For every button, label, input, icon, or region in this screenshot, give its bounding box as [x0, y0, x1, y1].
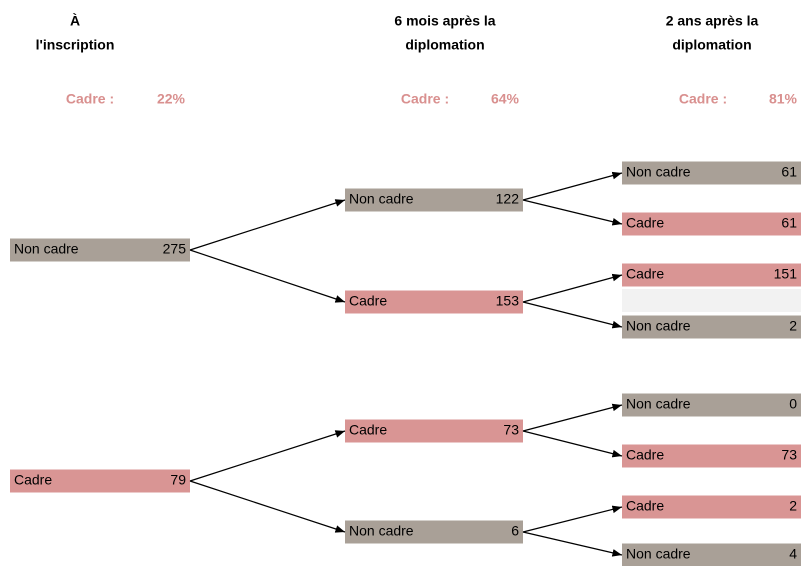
spacer-band	[622, 289, 801, 312]
node-count: 73	[781, 447, 797, 463]
arrow	[522, 199, 623, 226]
node-label: Cadre	[14, 472, 52, 488]
node-count: 0	[789, 396, 797, 412]
node-box	[10, 238, 190, 262]
rate-value: 81%	[769, 91, 798, 107]
node-label: Non cadre	[626, 318, 691, 334]
arrow	[189, 430, 346, 482]
node-box	[345, 520, 523, 544]
node-box	[345, 188, 523, 212]
node-count: 122	[496, 191, 520, 207]
node-count: 2	[789, 498, 797, 514]
rate-label: Cadre :	[401, 91, 449, 107]
node-label: Non cadre	[349, 523, 414, 539]
node-count: 61	[781, 215, 797, 231]
rate-label: Cadre :	[679, 91, 727, 107]
column-title: À	[70, 13, 80, 29]
node-box	[622, 393, 801, 417]
node-count: 4	[789, 546, 797, 562]
node-box	[622, 161, 801, 185]
node-count: 275	[163, 241, 187, 257]
node-box	[622, 212, 801, 236]
node-box	[622, 263, 801, 287]
node-count: 79	[170, 472, 186, 488]
column-title: 2 ans après la	[666, 13, 759, 29]
arrow	[189, 249, 346, 303]
arrow	[522, 505, 623, 533]
node-label: Non cadre	[14, 241, 79, 257]
node-label: Non cadre	[626, 164, 691, 180]
node-count: 153	[496, 293, 520, 309]
rate-label: Cadre :	[66, 91, 114, 107]
node-box	[622, 315, 801, 339]
rate-value: 64%	[491, 91, 520, 107]
node-label: Cadre	[626, 498, 664, 514]
node-box	[345, 419, 523, 443]
column-title: diplomation	[405, 37, 484, 53]
arrow	[522, 171, 623, 201]
arrow	[522, 430, 623, 458]
arrow	[522, 531, 623, 557]
column-title: 6 mois après la	[394, 13, 495, 29]
arrow	[189, 199, 346, 251]
node-box	[622, 495, 801, 519]
node-label: Cadre	[626, 266, 664, 282]
node-count: 151	[774, 266, 798, 282]
node-count: 61	[781, 164, 797, 180]
node-label: Non cadre	[626, 546, 691, 562]
arrow	[522, 301, 623, 329]
node-label: Non cadre	[349, 191, 414, 207]
node-count: 2	[789, 318, 797, 334]
node-label: Non cadre	[626, 396, 691, 412]
node-count: 73	[503, 422, 519, 438]
column-title: diplomation	[672, 37, 751, 53]
column-title: l'inscription	[36, 37, 115, 53]
node-count: 6	[511, 523, 519, 539]
node-box	[622, 543, 801, 566]
arrow	[522, 273, 623, 303]
node-label: Cadre	[626, 447, 664, 463]
node-label: Cadre	[349, 293, 387, 309]
arrow	[189, 480, 346, 533]
node-box	[10, 469, 190, 493]
node-box	[622, 444, 801, 468]
arrow	[522, 403, 623, 432]
node-box	[345, 290, 523, 314]
rate-value: 22%	[157, 91, 186, 107]
node-label: Cadre	[349, 422, 387, 438]
node-label: Cadre	[626, 215, 664, 231]
